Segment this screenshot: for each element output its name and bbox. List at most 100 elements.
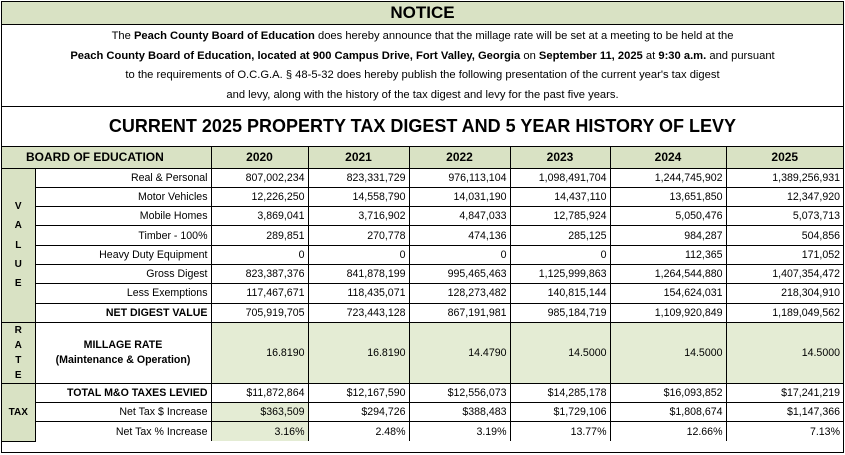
row-label: TOTAL M&O TAXES LEVIED <box>34 382 212 404</box>
cell-value: $16,093,852 <box>609 382 727 404</box>
notice-title: NOTICE <box>2 2 843 25</box>
row-label: Mobile Homes <box>35 206 212 227</box>
board-header: BOARD OF EDUCATION <box>2 147 212 169</box>
cell-value: 474,136 <box>408 225 511 246</box>
main-title: CURRENT 2025 PROPERTY TAX DIGEST AND 5 Y… <box>2 107 843 147</box>
row-label: Motor Vehicles <box>35 186 212 208</box>
table-row: R A T E MILLAGE RATE (Maintenance & Oper… <box>2 321 843 384</box>
table-row: Heavy Duty Equipment 0 0 0 0 112,365 171… <box>2 244 843 265</box>
cell-value: 112,365 <box>609 244 727 265</box>
value-section-label: V A L U E <box>2 167 36 323</box>
year-header: 2021 <box>307 147 410 169</box>
table-row: Mobile Homes 3,869,041 3,716,902 4,847,0… <box>2 206 843 227</box>
table-row: Net Tax % Increase 3.16% 2.48% 3.19% 13.… <box>2 421 843 442</box>
notice-intro: The Peach County Board of Education does… <box>2 25 843 107</box>
table-row: TAX TOTAL M&O TAXES LEVIED $11,872,864 $… <box>2 382 843 442</box>
cell-value: 2.48% <box>307 421 410 442</box>
row-label: Less Exemptions <box>35 283 212 304</box>
cell-value: 867,191,981 <box>408 302 511 323</box>
cell-value: 841,878,199 <box>307 263 410 285</box>
year-header: 2023 <box>509 147 611 169</box>
table-row: Net Tax $ Increase $363,509 $294,726 $38… <box>2 402 843 423</box>
cell-value: 1,189,049,562 <box>725 302 843 323</box>
cell-value: 12,226,250 <box>210 186 309 208</box>
intro-text: on <box>520 49 539 62</box>
header-row: BOARD OF EDUCATION 2020 2021 2022 2023 2… <box>2 147 843 169</box>
cell-value: 0 <box>307 244 410 265</box>
row-label: Gross Digest <box>35 263 212 285</box>
row-label: NET DIGEST VALUE <box>35 302 212 323</box>
row-label: Net Tax % Increase <box>35 421 212 442</box>
year-header: 2024 <box>609 147 727 169</box>
intro-text: does hereby announce that the millage ra… <box>314 30 734 42</box>
table-row: NET DIGEST VALUE 705,919,705 723,443,128… <box>2 302 843 323</box>
cell-value: $11,872,864 <box>210 382 309 404</box>
meeting-location: Peach County Board of Education, located… <box>70 49 521 62</box>
cell-value: 823,331,729 <box>307 167 410 188</box>
table-row: Timber - 100% 289,851 270,778 474,136 28… <box>2 225 843 246</box>
row-label: Heavy Duty Equipment <box>35 244 212 265</box>
cell-value: 140,815,144 <box>509 283 611 304</box>
year-header: 2020 <box>210 147 309 169</box>
cell-value: 1,125,999,863 <box>509 263 611 285</box>
intro-text: to the requirements of O.C.G.A. § 48-5-3… <box>125 69 720 82</box>
cell-value: $363,509 <box>210 402 309 423</box>
cell-value: 1,109,920,849 <box>609 302 727 323</box>
cell-value: $12,167,590 <box>307 382 410 404</box>
cell-value: 12,347,920 <box>725 186 843 208</box>
cell-value: 0 <box>408 244 511 265</box>
intro-text: and levy, along with the history of the … <box>226 88 619 101</box>
cell-value: 12,785,924 <box>509 206 611 227</box>
cell-value: 995,465,463 <box>408 263 511 285</box>
cell-value: 14.4790 <box>408 321 511 384</box>
table-row: Less Exemptions 117,467,671 118,435,071 … <box>2 283 843 304</box>
cell-value: 14.5000 <box>725 321 843 384</box>
cell-value: 3,716,902 <box>307 206 410 227</box>
cell-value: 14.5000 <box>509 321 611 384</box>
board-name: Peach County Board of Education <box>133 30 315 42</box>
cell-value: 705,919,705 <box>210 302 309 323</box>
cell-value: 218,304,910 <box>725 283 843 304</box>
table-row: Gross Digest 823,387,376 841,878,199 995… <box>2 263 843 285</box>
cell-value: $1,729,106 <box>509 402 611 423</box>
cell-value: 13,651,850 <box>609 186 727 208</box>
cell-value: $1,808,674 <box>609 402 727 423</box>
cell-value: 14,558,790 <box>307 186 410 208</box>
cell-value: 270,778 <box>307 225 410 246</box>
table-row: Motor Vehicles 12,226,250 14,558,790 14,… <box>2 186 843 208</box>
cell-value: 3.16% <box>210 421 309 442</box>
cell-value: 14,031,190 <box>408 186 511 208</box>
cell-value: 128,273,482 <box>408 283 511 304</box>
cell-value: 1,264,544,880 <box>609 263 727 285</box>
cell-value: 118,435,071 <box>307 283 410 304</box>
intro-text: at <box>642 49 659 62</box>
cell-value: 723,443,128 <box>307 302 410 323</box>
cell-value: 171,052 <box>725 244 843 265</box>
cell-value: $12,556,073 <box>408 382 511 404</box>
cell-value: 5,073,713 <box>725 206 843 227</box>
cell-value: $294,726 <box>307 402 410 423</box>
meeting-time: 9:30 a.m. <box>658 49 707 62</box>
year-header: 2022 <box>408 147 511 169</box>
tax-digest-table: BOARD OF EDUCATION 2020 2021 2022 2023 2… <box>2 147 843 442</box>
cell-value: 7.13% <box>725 421 843 442</box>
cell-value: 117,467,671 <box>210 283 309 304</box>
cell-value: $17,241,219 <box>725 382 843 404</box>
cell-value: 3.19% <box>408 421 511 442</box>
cell-value: 16.8190 <box>210 321 309 384</box>
cell-value: $388,483 <box>408 402 511 423</box>
cell-value: 1,098,491,704 <box>509 167 611 188</box>
cell-value: 1,407,354,472 <box>725 263 843 285</box>
cell-value: 985,184,719 <box>509 302 611 323</box>
cell-value: 3,869,041 <box>210 206 309 227</box>
cell-value: 1,244,745,902 <box>609 167 727 188</box>
cell-value: 1,389,256,931 <box>725 167 843 188</box>
cell-value: 504,856 <box>725 225 843 246</box>
cell-value: $14,285,178 <box>509 382 611 404</box>
intro-text: and pursuant <box>706 49 775 62</box>
cell-value: 14,437,110 <box>509 186 611 208</box>
tax-section-label: TAX <box>2 382 36 442</box>
cell-value: 13.77% <box>509 421 611 442</box>
cell-value: 5,050,476 <box>609 206 727 227</box>
millage-rate-label: MILLAGE RATE (Maintenance & Operation) <box>34 321 212 384</box>
